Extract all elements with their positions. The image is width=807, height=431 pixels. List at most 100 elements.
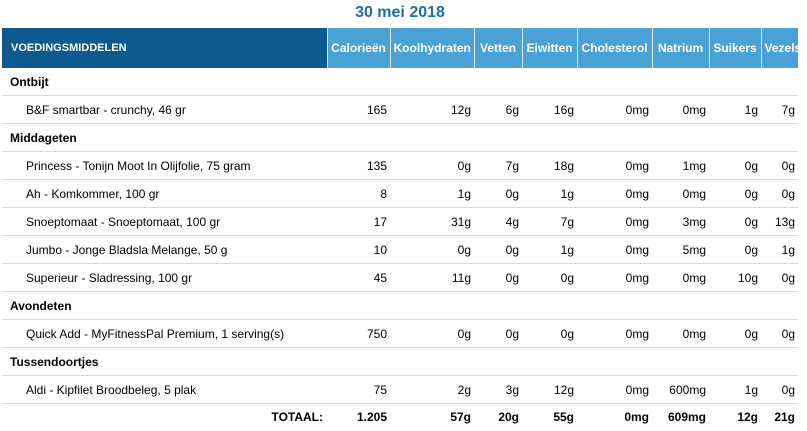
nutrient-value: 10g	[709, 263, 761, 292]
nutrient-value: 0mg	[577, 263, 652, 292]
report-date-title: 30 mei 2018	[355, 4, 445, 21]
nutrient-value: 2g	[390, 375, 474, 404]
food-row: Superieur - Sladressing, 100 gr 45 11g 0g 0g…	[2, 263, 798, 292]
column-header-fiber: Vezels	[760, 28, 801, 68]
nutrient-value: 12g	[390, 95, 474, 124]
nutrient-value: 13g	[761, 207, 798, 236]
nutrient-value: 600mg	[652, 375, 709, 404]
nutrient-value: 3g	[474, 375, 522, 404]
total-value: 55g	[553, 410, 574, 424]
total-value: 57g	[450, 410, 471, 424]
nutrient-value: 11g	[390, 263, 474, 292]
meal-header-row: Tussendoortjes	[2, 347, 798, 376]
column-header-fat: Vetten	[473, 28, 522, 68]
meal-name: Middageten	[2, 123, 798, 152]
nutrient-value: 0g	[474, 235, 522, 264]
nutrient-value: 0mg	[577, 235, 652, 264]
food-name: Princess - Tonijn Moot In Olijfolie, 75 …	[2, 151, 327, 180]
meal-header-row: Ontbijt	[2, 68, 798, 96]
nutrient-value: 75	[327, 375, 390, 404]
column-header-food: VOEDINGSMIDDELEN	[2, 28, 327, 68]
food-row: Aldi - Kipfilet Broodbeleg, 5 plak 75 2g 3g…	[2, 375, 798, 404]
nutrient-value: 0g	[761, 179, 798, 208]
food-name: Jumbo - Jonge Bladsla Melange, 50 g	[2, 235, 327, 264]
nutrient-value: 7g	[761, 95, 798, 124]
table-header-row: VOEDINGSMIDDELEN Calorieën Koolhydraten …	[2, 28, 801, 68]
nutrient-value: 750	[327, 319, 390, 348]
nutrition-table: VOEDINGSMIDDELEN Calorieën Koolhydraten …	[2, 28, 801, 431]
food-row: Snoeptomaat - Snoeptomaat, 100 gr 17 31g 4g…	[2, 207, 798, 236]
nutrient-value: 1g	[390, 179, 474, 208]
nutrient-value: 0g	[761, 375, 798, 404]
nutrient-value: 0g	[761, 319, 798, 348]
nutrient-value: 0mg	[577, 207, 652, 236]
total-value: 20g	[498, 410, 519, 424]
nutrient-value: 0g	[709, 235, 761, 264]
nutrient-value: 45	[327, 263, 390, 292]
nutrient-value: 0g	[709, 179, 761, 208]
total-value: 12g	[737, 410, 758, 424]
nutrient-value: 0mg	[577, 179, 652, 208]
nutrient-value: 165	[327, 95, 390, 124]
total-value: 0mg	[624, 410, 649, 424]
nutrient-value: 12g	[522, 375, 577, 404]
column-header-calories: Calorieën	[326, 28, 390, 68]
food-name: Ah - Komkommer, 100 gr	[2, 179, 327, 208]
diary-body: Ontbijt B&F smartbar - crunchy, 46 gr 165 1…	[2, 68, 798, 404]
nutrient-value: 0mg	[577, 95, 652, 124]
nutrient-value: 1g	[522, 235, 577, 264]
nutrient-value: 4g	[474, 207, 522, 236]
total-value: 21g	[774, 410, 795, 424]
food-name: Superieur - Sladressing, 100 gr	[2, 263, 327, 292]
column-header-sugar: Suikers	[708, 28, 761, 68]
column-header-carbs: Koolhydraten	[389, 28, 474, 68]
food-row: Princess - Tonijn Moot In Olijfolie, 75 …	[2, 151, 798, 180]
nutrient-value: 0mg	[652, 263, 709, 292]
nutrient-value: 0g	[522, 319, 577, 348]
food-name: Aldi - Kipfilet Broodbeleg, 5 plak	[2, 375, 327, 404]
nutrient-value: 0g	[474, 263, 522, 292]
food-row: Quick Add - MyFitnessPal Premium, 1 serv…	[2, 319, 798, 348]
nutrient-value: 1g	[522, 179, 577, 208]
food-row: Ah - Komkommer, 100 gr 8 1g 0g 1g 0mg 0mg 0g 0g	[2, 179, 798, 208]
nutrient-value: 0g	[709, 151, 761, 180]
nutrient-value: 0mg	[577, 151, 652, 180]
nutrient-value: 0mg	[577, 375, 652, 404]
nutrient-value: 31g	[390, 207, 474, 236]
nutrient-value: 0g	[474, 179, 522, 208]
food-name: Quick Add - MyFitnessPal Premium, 1 serv…	[2, 319, 327, 348]
nutrient-value: 17	[327, 207, 390, 236]
nutrient-value: 3mg	[652, 207, 709, 236]
totals-label: TOTAAL:	[271, 410, 323, 424]
nutrient-value: 0g	[761, 151, 798, 180]
column-header-cholesterol: Cholesterol	[576, 28, 652, 68]
nutrient-value: 0g	[522, 263, 577, 292]
nutrient-value: 16g	[522, 95, 577, 124]
nutrient-value: 0mg	[652, 179, 709, 208]
nutrient-value: 0g	[761, 263, 798, 292]
nutrient-value: 0g	[390, 151, 474, 180]
nutrient-value: 0mg	[652, 319, 709, 348]
nutrient-value: 135	[327, 151, 390, 180]
totals-row: TOTAAL: 1.205 57g 20g 55g 0mg 609mg 12g …	[2, 404, 798, 431]
nutrient-value: 0g	[709, 319, 761, 348]
nutrient-value: 0g	[709, 207, 761, 236]
column-header-protein: Eiwitten	[521, 28, 577, 68]
nutrient-value: 0mg	[577, 319, 652, 348]
nutrient-value: 0mg	[652, 95, 709, 124]
food-name: B&F smartbar - crunchy, 46 gr	[2, 95, 327, 124]
meal-name: Ontbijt	[2, 68, 798, 96]
nutrient-value: 8	[327, 179, 390, 208]
nutrient-value: 0g	[390, 319, 474, 348]
total-value: 1.205	[356, 410, 387, 424]
meal-name: Avondeten	[2, 291, 798, 320]
food-row: B&F smartbar - crunchy, 46 gr 165 12g 6g 16g…	[2, 95, 798, 124]
nutrient-value: 1mg	[652, 151, 709, 180]
column-header-sodium: Natrium	[651, 28, 709, 68]
nutrient-value: 1g	[709, 375, 761, 404]
nutrient-value: 10	[327, 235, 390, 264]
total-value: 609mg	[667, 410, 706, 424]
nutrient-value: 0g	[474, 319, 522, 348]
nutrient-value: 6g	[474, 95, 522, 124]
food-name: Snoeptomaat - Snoeptomaat, 100 gr	[2, 207, 327, 236]
